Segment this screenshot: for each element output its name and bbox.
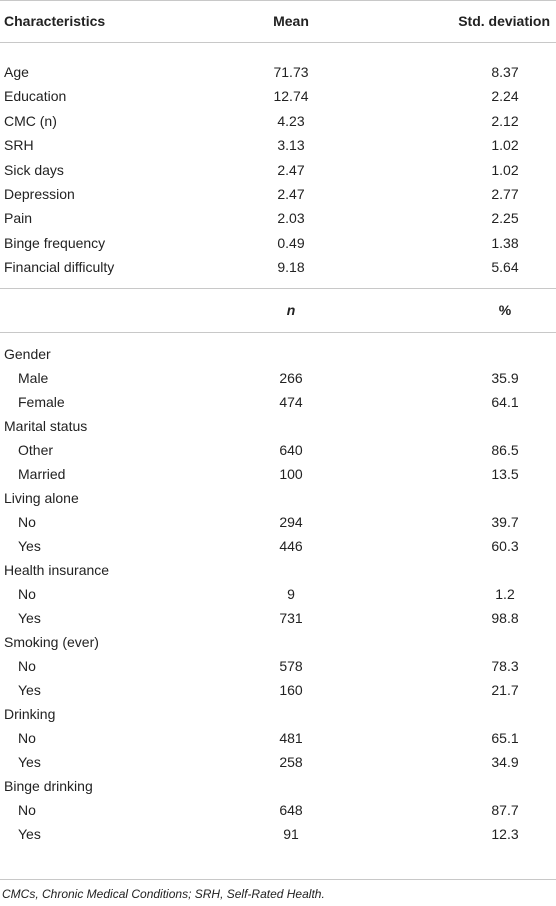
cell-value: 474 <box>279 394 303 410</box>
cell-value: 5.64 <box>491 259 519 276</box>
cell-value: 2.77 <box>491 186 519 202</box>
group-label: Health insurance <box>4 562 110 578</box>
cell-value: 4.23 <box>277 112 305 129</box>
cell-value: 34.9 <box>491 754 519 770</box>
cell-value: 98.8 <box>491 610 519 626</box>
cell-value: 2.25 <box>491 210 519 227</box>
cell-value: 1.02 <box>491 137 519 154</box>
row-label: Binge frequency <box>4 234 106 251</box>
cell-value: 2.12 <box>491 112 519 129</box>
row-label: Yes <box>18 826 41 842</box>
cell-value: 294 <box>279 514 303 530</box>
rule <box>0 879 556 880</box>
cell-value: 86.5 <box>491 442 519 458</box>
group-label: Living alone <box>4 490 79 506</box>
row-label: Yes <box>18 538 41 554</box>
cell-value: 9.18 <box>277 259 305 276</box>
row-label: Other <box>18 442 54 458</box>
row-label: Education <box>4 88 67 105</box>
row-label: Male <box>18 370 49 386</box>
row-label: No <box>18 658 36 674</box>
cell-value: 12.3 <box>491 826 519 842</box>
cell-value: 2.03 <box>277 210 305 227</box>
cell-value: 21.7 <box>491 682 519 698</box>
row-label: Financial difficulty <box>4 259 115 276</box>
subheader-cell: n <box>286 302 296 318</box>
cell-value: 446 <box>279 538 303 554</box>
cell-value: 39.7 <box>491 514 519 530</box>
row-label: No <box>18 514 36 530</box>
group-label: Smoking (ever) <box>4 634 99 650</box>
cell-value: 35.9 <box>491 370 519 386</box>
cell-value: 2.24 <box>491 88 519 105</box>
row-label: Pain <box>4 210 33 227</box>
group-label: Gender <box>4 346 51 362</box>
cell-value: 78.3 <box>491 658 519 674</box>
cell-value: 64.1 <box>491 394 519 410</box>
cell-value: 731 <box>279 610 303 626</box>
rule <box>0 332 556 333</box>
cell-value: 3.13 <box>277 137 305 154</box>
cell-value: 1.38 <box>491 234 519 251</box>
rule <box>0 288 556 289</box>
cell-value: 1.2 <box>495 586 515 602</box>
cell-value: 258 <box>279 754 303 770</box>
cell-value: 266 <box>279 370 303 386</box>
cell-value: 87.7 <box>491 802 519 818</box>
cell-value: 2.47 <box>277 161 305 178</box>
cell-value: 9 <box>287 586 295 602</box>
row-label: Female <box>18 394 65 410</box>
header-cell: Characteristics <box>4 13 106 29</box>
subheader-cell: % <box>498 302 512 318</box>
cell-value: 481 <box>279 730 303 746</box>
cell-value: 0.49 <box>277 234 305 251</box>
cell-value: 71.73 <box>273 64 309 80</box>
header-cell: Std. deviation <box>458 13 550 29</box>
cell-value: 13.5 <box>491 466 519 482</box>
rule <box>0 0 556 1</box>
row-label: Sick days <box>4 161 64 178</box>
cell-value: 648 <box>279 802 303 818</box>
row-label: CMC (n) <box>4 112 57 129</box>
row-label: Depression <box>4 186 75 202</box>
cell-value: 65.1 <box>491 730 519 746</box>
row-label: Yes <box>18 754 41 770</box>
footnote: CMCs, Chronic Medical Conditions; SRH, S… <box>2 887 325 901</box>
cell-value: 60.3 <box>491 538 519 554</box>
cell-value: 91 <box>283 826 299 842</box>
group-label: Drinking <box>4 706 56 722</box>
row-label: Married <box>18 466 66 482</box>
cell-value: 8.37 <box>491 64 519 80</box>
cell-value: 1.02 <box>491 161 519 178</box>
row-label: No <box>18 802 36 818</box>
row-label: Age <box>4 64 29 80</box>
cell-value: 160 <box>279 682 303 698</box>
row-label: Yes <box>18 610 41 626</box>
row-label: Yes <box>18 682 41 698</box>
group-label: Binge drinking <box>4 778 93 794</box>
header-cell: Mean <box>273 13 309 29</box>
row-label: No <box>18 586 36 602</box>
cell-value: 2.47 <box>277 186 305 202</box>
row-label: No <box>18 730 36 746</box>
row-label: SRH <box>4 137 34 154</box>
cell-value: 640 <box>279 442 303 458</box>
cell-value: 100 <box>279 466 303 482</box>
cell-value: 12.74 <box>273 88 309 105</box>
cell-value: 578 <box>279 658 303 674</box>
group-label: Marital status <box>4 418 88 434</box>
rule <box>0 42 556 43</box>
